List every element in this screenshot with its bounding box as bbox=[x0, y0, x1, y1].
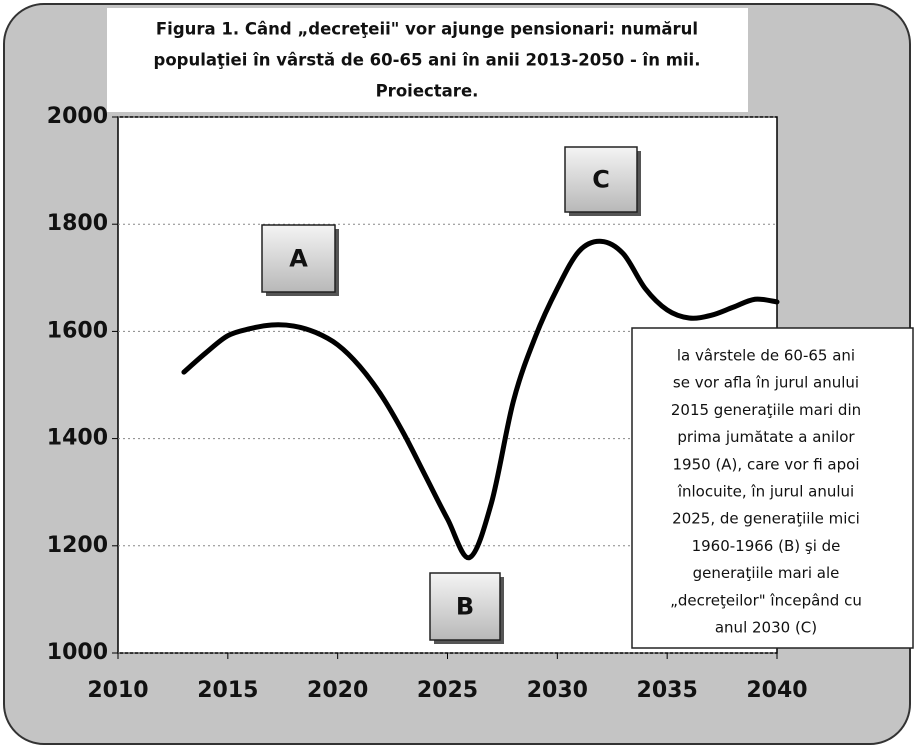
x-tick-label: 2020 bbox=[307, 678, 368, 703]
note-line: se vor afla în jurul anului bbox=[673, 374, 859, 392]
note-line: anul 2030 (C) bbox=[715, 619, 817, 637]
note-line: „decreţeilor" începând cu bbox=[670, 591, 862, 609]
note-line: la vârstele de 60-65 ani bbox=[677, 347, 855, 365]
note-line: prima jumătate a anilor bbox=[677, 428, 855, 446]
annotation-label: A bbox=[289, 245, 308, 273]
title-box bbox=[107, 8, 748, 112]
annotation-label: B bbox=[456, 593, 474, 621]
chart-title: populaţiei în vârstă de 60-65 ani în ani… bbox=[154, 51, 701, 70]
x-tick-label: 2025 bbox=[417, 678, 478, 703]
note-line: înlocuite, în jurul anului bbox=[677, 483, 854, 501]
chart-title: Figura 1. Când „decreţeii" vor ajunge pe… bbox=[156, 20, 698, 39]
x-tick-label: 2015 bbox=[197, 678, 258, 703]
x-tick-label: 2030 bbox=[527, 678, 588, 703]
y-tick-label: 1200 bbox=[47, 533, 108, 558]
y-tick-label: 1400 bbox=[47, 426, 108, 451]
y-tick-label: 1600 bbox=[47, 318, 108, 343]
x-tick-label: 2035 bbox=[637, 678, 698, 703]
note-box bbox=[631, 327, 914, 649]
annotation-box bbox=[564, 146, 638, 213]
note-line: 1960-1966 (B) şi de bbox=[692, 537, 841, 555]
y-tick-label: 1800 bbox=[47, 211, 108, 236]
annotation-label: C bbox=[592, 166, 610, 194]
note-line: generaţiile mari ale bbox=[693, 564, 840, 582]
y-tick-label: 2000 bbox=[47, 104, 108, 129]
y-tick-label: 1000 bbox=[47, 640, 108, 665]
x-tick-label: 2010 bbox=[87, 678, 148, 703]
note-line: 2015 generaţiile mari din bbox=[671, 401, 861, 419]
chart-title: Proiectare. bbox=[376, 82, 479, 101]
note-line: 2025, de generaţiile mici bbox=[672, 510, 860, 528]
annotation-box bbox=[429, 572, 501, 641]
note-line: 1950 (A), care vor fi apoi bbox=[673, 455, 860, 473]
x-tick-label: 2040 bbox=[746, 678, 807, 703]
data-line bbox=[181, 238, 780, 561]
annotation-box bbox=[261, 224, 336, 293]
